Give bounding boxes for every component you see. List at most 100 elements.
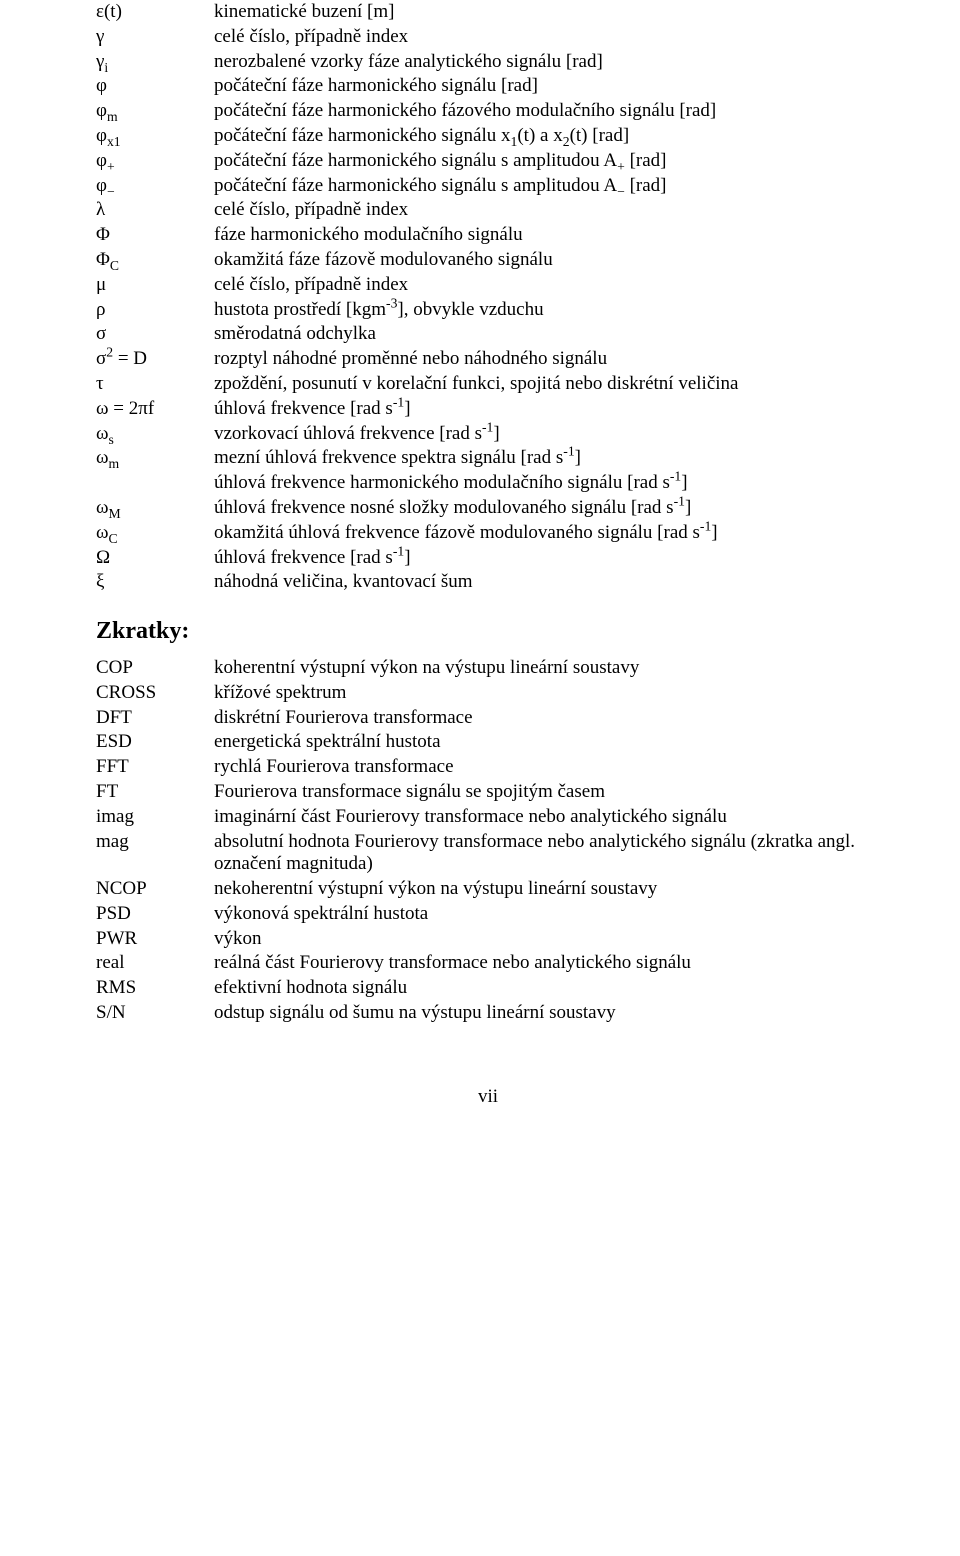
abbr-cell: real bbox=[96, 951, 214, 976]
abbr-desc: rychlá Fourierova transformace bbox=[214, 755, 880, 780]
definition-row: φ−počáteční fáze harmonického signálu s … bbox=[96, 174, 880, 199]
definition-row: Ωúhlová frekvence [rad s-1] bbox=[96, 546, 880, 571]
symbol-desc: počáteční fáze harmonického signálu s am… bbox=[214, 174, 880, 199]
definition-row: FTFourierova transformace signálu se spo… bbox=[96, 780, 880, 805]
definition-row: σsměrodatná odchylka bbox=[96, 322, 880, 347]
definition-row: γcelé číslo, případně index bbox=[96, 25, 880, 50]
definition-row: ωMúhlová frekvence nosné složky modulova… bbox=[96, 496, 880, 521]
symbol-desc: úhlová frekvence [rad s-1] bbox=[214, 397, 880, 422]
symbol-cell: ωm bbox=[96, 446, 214, 471]
symbol-cell: ρ bbox=[96, 298, 214, 323]
symbol-cell: γ bbox=[96, 25, 214, 50]
definition-row: φpočáteční fáze harmonického signálu [ra… bbox=[96, 74, 880, 99]
definition-row: CROSSkřížové spektrum bbox=[96, 681, 880, 706]
abbr-cell: ESD bbox=[96, 730, 214, 755]
definition-row: σ2 = Drozptyl náhodné proměnné nebo náho… bbox=[96, 347, 880, 372]
symbol-cell: σ2 = D bbox=[96, 347, 214, 372]
abbr-desc: koherentní výstupní výkon na výstupu lin… bbox=[214, 656, 880, 681]
definition-row: ε(t)kinematické buzení [m] bbox=[96, 0, 880, 25]
symbol-desc: okamžitá úhlová frekvence fázově modulov… bbox=[214, 521, 880, 546]
symbol-desc: počáteční fáze harmonického signálu s am… bbox=[214, 149, 880, 174]
symbol-cell: ε(t) bbox=[96, 0, 214, 25]
symbol-desc: nerozbalené vzorky fáze analytického sig… bbox=[214, 50, 880, 75]
definition-row: DFTdiskrétní Fourierova transformace bbox=[96, 706, 880, 731]
section-heading-abbreviations: Zkratky: bbox=[96, 617, 880, 646]
symbol-desc: směrodatná odchylka bbox=[214, 322, 880, 347]
symbol-cell: λ bbox=[96, 198, 214, 223]
definition-row: imagimaginární část Fourierovy transform… bbox=[96, 805, 880, 830]
abbr-desc: imaginární část Fourierovy transformace … bbox=[214, 805, 880, 830]
definition-row: Φfáze harmonického modulačního signálu bbox=[96, 223, 880, 248]
definition-row: μcelé číslo, případně index bbox=[96, 273, 880, 298]
abbr-cell: FFT bbox=[96, 755, 214, 780]
abbr-cell: mag bbox=[96, 830, 214, 878]
abbr-desc: absolutní hodnota Fourierovy transformac… bbox=[214, 830, 880, 878]
symbol-desc: celé číslo, případně index bbox=[214, 198, 880, 223]
abbr-desc: diskrétní Fourierova transformace bbox=[214, 706, 880, 731]
symbol-cell: σ bbox=[96, 322, 214, 347]
definition-row: COPkoherentní výstupní výkon na výstupu … bbox=[96, 656, 880, 681]
abbr-cell: PSD bbox=[96, 902, 214, 927]
abbr-cell: S/N bbox=[96, 1001, 214, 1026]
definition-row: ξnáhodná veličina, kvantovací šum bbox=[96, 570, 880, 595]
definition-row: ωCokamžitá úhlová frekvence fázově modul… bbox=[96, 521, 880, 546]
definition-row: φ+počáteční fáze harmonického signálu s … bbox=[96, 149, 880, 174]
symbol-desc: vzorkovací úhlová frekvence [rad s-1] bbox=[214, 422, 880, 447]
definition-row: RMSefektivní hodnota signálu bbox=[96, 976, 880, 1001]
definition-row: realreálná část Fourierovy transformace … bbox=[96, 951, 880, 976]
symbol-desc: celé číslo, případně index bbox=[214, 273, 880, 298]
definition-row: ΦCokamžitá fáze fázově modulovaného sign… bbox=[96, 248, 880, 273]
definition-row: ωmmezní úhlová frekvence spektra signálu… bbox=[96, 446, 880, 471]
definition-row: γinerozbalené vzorky fáze analytického s… bbox=[96, 50, 880, 75]
abbr-desc: efektivní hodnota signálu bbox=[214, 976, 880, 1001]
symbol-cell: φm bbox=[96, 99, 214, 124]
symbol-desc: náhodná veličina, kvantovací šum bbox=[214, 570, 880, 595]
abbr-desc: odstup signálu od šumu na výstupu lineár… bbox=[214, 1001, 880, 1026]
symbol-cell: φ+ bbox=[96, 149, 214, 174]
definition-row: ω = 2πfúhlová frekvence [rad s-1] bbox=[96, 397, 880, 422]
page-number: vii bbox=[96, 1086, 880, 1109]
definition-row: magabsolutní hodnota Fourierovy transfor… bbox=[96, 830, 880, 878]
document-page: ε(t)kinematické buzení [m]γcelé číslo, p… bbox=[0, 0, 960, 1149]
abbr-desc: Fourierova transformace signálu se spoji… bbox=[214, 780, 880, 805]
symbol-desc: počáteční fáze harmonického signálu [rad… bbox=[214, 74, 880, 99]
symbol-desc: úhlová frekvence nosné složky modulované… bbox=[214, 496, 880, 521]
definition-row: úhlová frekvence harmonického modulačníh… bbox=[96, 471, 880, 496]
symbol-cell: ω = 2πf bbox=[96, 397, 214, 422]
symbol-cell: τ bbox=[96, 372, 214, 397]
abbr-desc: reálná část Fourierovy transformace nebo… bbox=[214, 951, 880, 976]
symbol-cell: γi bbox=[96, 50, 214, 75]
symbol-cell: ωC bbox=[96, 521, 214, 546]
symbol-definitions: ε(t)kinematické buzení [m]γcelé číslo, p… bbox=[96, 0, 880, 595]
abbr-cell: NCOP bbox=[96, 877, 214, 902]
symbol-cell: φ− bbox=[96, 174, 214, 199]
abbr-desc: výkonová spektrální hustota bbox=[214, 902, 880, 927]
abbr-cell: CROSS bbox=[96, 681, 214, 706]
abbreviation-list: COPkoherentní výstupní výkon na výstupu … bbox=[96, 656, 880, 1026]
definition-row: τzpoždění, posunutí v korelační funkci, … bbox=[96, 372, 880, 397]
definition-row: φmpočáteční fáze harmonického fázového m… bbox=[96, 99, 880, 124]
definition-row: PSDvýkonová spektrální hustota bbox=[96, 902, 880, 927]
symbol-cell: Ω bbox=[96, 546, 214, 571]
abbr-cell: DFT bbox=[96, 706, 214, 731]
definition-row: PWRvýkon bbox=[96, 927, 880, 952]
symbol-cell: μ bbox=[96, 273, 214, 298]
abbr-desc: křížové spektrum bbox=[214, 681, 880, 706]
definition-row: S/Nodstup signálu od šumu na výstupu lin… bbox=[96, 1001, 880, 1026]
definition-row: λcelé číslo, případně index bbox=[96, 198, 880, 223]
abbr-cell: RMS bbox=[96, 976, 214, 1001]
definition-row: FFTrychlá Fourierova transformace bbox=[96, 755, 880, 780]
definition-row: φx1počáteční fáze harmonického signálu x… bbox=[96, 124, 880, 149]
definition-row: ρhustota prostředí [kgm-3], obvykle vzdu… bbox=[96, 298, 880, 323]
symbol-cell: ξ bbox=[96, 570, 214, 595]
symbol-desc: hustota prostředí [kgm-3], obvykle vzduc… bbox=[214, 298, 880, 323]
abbr-cell: COP bbox=[96, 656, 214, 681]
abbr-desc: energetická spektrální hustota bbox=[214, 730, 880, 755]
symbol-desc: počáteční fáze harmonického signálu x1(t… bbox=[214, 124, 880, 149]
abbr-cell: imag bbox=[96, 805, 214, 830]
definition-row: NCOPnekoherentní výstupní výkon na výstu… bbox=[96, 877, 880, 902]
symbol-desc: okamžitá fáze fázově modulovaného signál… bbox=[214, 248, 880, 273]
symbol-desc: mezní úhlová frekvence spektra signálu [… bbox=[214, 446, 880, 471]
abbr-cell: PWR bbox=[96, 927, 214, 952]
symbol-cell: ωM bbox=[96, 496, 214, 521]
